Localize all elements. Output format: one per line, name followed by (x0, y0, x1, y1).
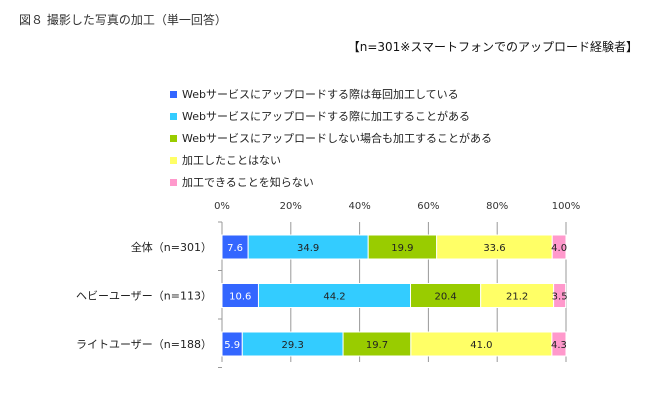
data-label: 7.6 (227, 243, 243, 254)
legend-item: 加工できることを知らない (170, 171, 492, 193)
bar-segment (342, 331, 412, 357)
data-label: 4.3 (551, 340, 567, 351)
bar-segment (221, 234, 249, 260)
data-label: 34.9 (297, 243, 319, 254)
legend-item: 加工したことはない (170, 149, 492, 171)
chart-title: 図８ 撮影した写真の加工（単一回答） (19, 13, 227, 27)
x-tick-label: 0% (214, 201, 230, 212)
data-label: 3.5 (552, 292, 568, 303)
category-label: ヘビーユーザー（n=113） (76, 290, 212, 303)
x-tick-label: 60% (417, 201, 439, 212)
data-label: 19.7 (366, 340, 388, 351)
legend-label: 加工できることを知らない (182, 176, 314, 189)
bar-segment (551, 234, 567, 260)
legend: Webサービスにアップロードする際は毎回加工している Webサービスにアップロード… (170, 83, 492, 193)
legend-item: Webサービスにアップロードする際は毎回加工している (170, 83, 492, 105)
bar-segment (241, 331, 344, 357)
bar-segment (257, 283, 412, 308)
data-label: 10.6 (229, 292, 251, 303)
data-label: 19.9 (391, 243, 413, 254)
bar-segment (247, 234, 369, 260)
bar-segment (553, 283, 567, 308)
bar-segment (410, 283, 482, 308)
data-label: 5.9 (224, 340, 240, 351)
chart-subtitle: 【n=301※スマートフォンでのアップロード経験者】 (347, 40, 638, 54)
legend-label: Webサービスにアップロードする際は毎回加工している (182, 88, 459, 101)
legend-item: Webサービスにアップロードしない場合も加工することがある (170, 127, 492, 149)
legend-swatch (170, 112, 177, 120)
bar-segment (436, 234, 553, 260)
legend-label: Webサービスにアップロードする際に加工することがある (182, 110, 470, 123)
x-tick-label: 80% (486, 201, 508, 212)
data-label: 44.2 (323, 292, 345, 303)
bar-segment (221, 283, 259, 308)
legend-swatch (170, 178, 177, 186)
bar-segment (367, 234, 438, 260)
x-tick-label: 100% (552, 201, 581, 212)
legend-label: Webサービスにアップロードしない場合も加工することがある (182, 132, 492, 145)
data-label: 20.4 (434, 292, 456, 303)
legend-swatch (170, 134, 177, 142)
category-label: 全体（n=301） (131, 240, 212, 254)
data-label: 29.3 (282, 340, 304, 351)
legend-swatch (170, 156, 177, 164)
x-tick-label: 40% (348, 201, 370, 212)
data-label: 21.2 (506, 292, 528, 303)
data-label: 41.0 (470, 340, 492, 351)
legend-swatch (170, 90, 177, 98)
legend-label: 加工したことはない (182, 154, 281, 167)
legend-item: Webサービスにアップロードする際に加工することがある (170, 105, 492, 127)
category-label: ライトユーザー（n=188） (76, 338, 212, 351)
x-tick-label: 20% (280, 201, 302, 212)
bar-segment (551, 331, 567, 357)
data-label: 4.0 (551, 243, 567, 254)
data-label: 33.6 (483, 243, 505, 254)
